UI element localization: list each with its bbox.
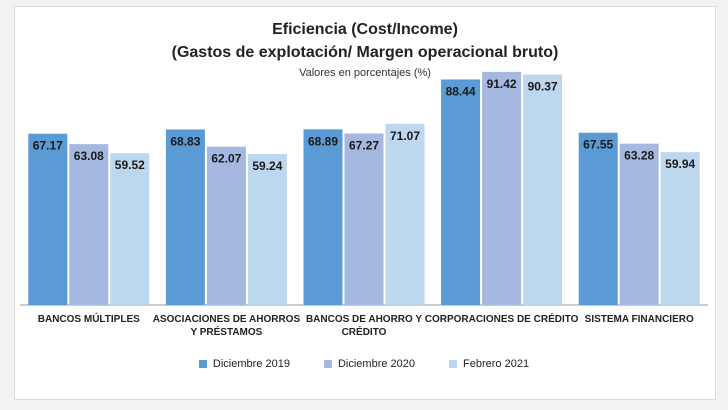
category-label: CRÉDITO: [342, 325, 387, 338]
data-label: 67.27: [349, 138, 379, 152]
bar: [110, 153, 150, 305]
legend-item: Febrero 2021: [449, 358, 529, 370]
bar: [619, 143, 659, 305]
legend-swatch: [198, 360, 207, 368]
bar: [385, 123, 425, 305]
data-label: 90.37: [528, 80, 558, 94]
category-label: Y PRÉSTAMOS: [190, 325, 262, 338]
data-label: 68.83: [170, 134, 200, 148]
legend-label: Febrero 2021: [463, 358, 530, 370]
data-label: 67.55: [583, 138, 613, 152]
data-label: 62.07: [211, 152, 241, 166]
bar: [660, 152, 700, 305]
chart-title: Eficiencia (Cost/Income): [272, 21, 458, 38]
chart-note: Valores en porcentajes (%): [299, 67, 431, 79]
bar: [441, 79, 481, 305]
bar: [165, 129, 205, 305]
legend-label: Diciembre 2019: [212, 358, 290, 370]
data-label: 63.28: [624, 149, 654, 163]
legend-swatch: [449, 360, 458, 368]
bar: [482, 71, 522, 305]
bar: [69, 144, 109, 305]
data-label: 59.94: [665, 157, 695, 171]
legend-item: Diciembre 2019: [198, 358, 290, 370]
bar: [344, 133, 384, 305]
data-label: 88.44: [446, 84, 476, 98]
category-label: ASOCIACIONES DE AHORROS: [153, 314, 301, 325]
bar: [206, 146, 246, 305]
data-label: 68.89: [308, 134, 338, 148]
category-label: BANCOS MÚLTIPLES: [38, 312, 140, 325]
data-label: 59.24: [252, 159, 282, 173]
category-label: BANCOS DE AHORRO Y: [306, 314, 422, 325]
chart-subtitle: (Gastos de explotación/ Margen operacion…: [171, 44, 559, 61]
bar: [247, 153, 287, 305]
data-label: 71.07: [390, 129, 420, 143]
category-label: CORPORACIONES DE CRÉDITO: [425, 312, 579, 325]
chart-legend: Diciembre 2019 Diciembre 2020 Febrero 2021: [0, 358, 728, 370]
bar: [28, 133, 68, 305]
bar: [523, 74, 563, 305]
data-label: 63.08: [74, 149, 104, 163]
bar: [303, 129, 343, 305]
bar: [578, 132, 618, 305]
legend-label: Diciembre 2020: [337, 358, 416, 370]
data-label: 91.42: [487, 77, 517, 91]
category-label: SISTEMA FINANCIERO: [585, 314, 694, 325]
legend-item: Diciembre 2020: [323, 358, 416, 370]
legend-swatch: [323, 360, 332, 368]
data-label: 67.17: [33, 139, 63, 153]
data-label: 59.52: [115, 158, 145, 172]
